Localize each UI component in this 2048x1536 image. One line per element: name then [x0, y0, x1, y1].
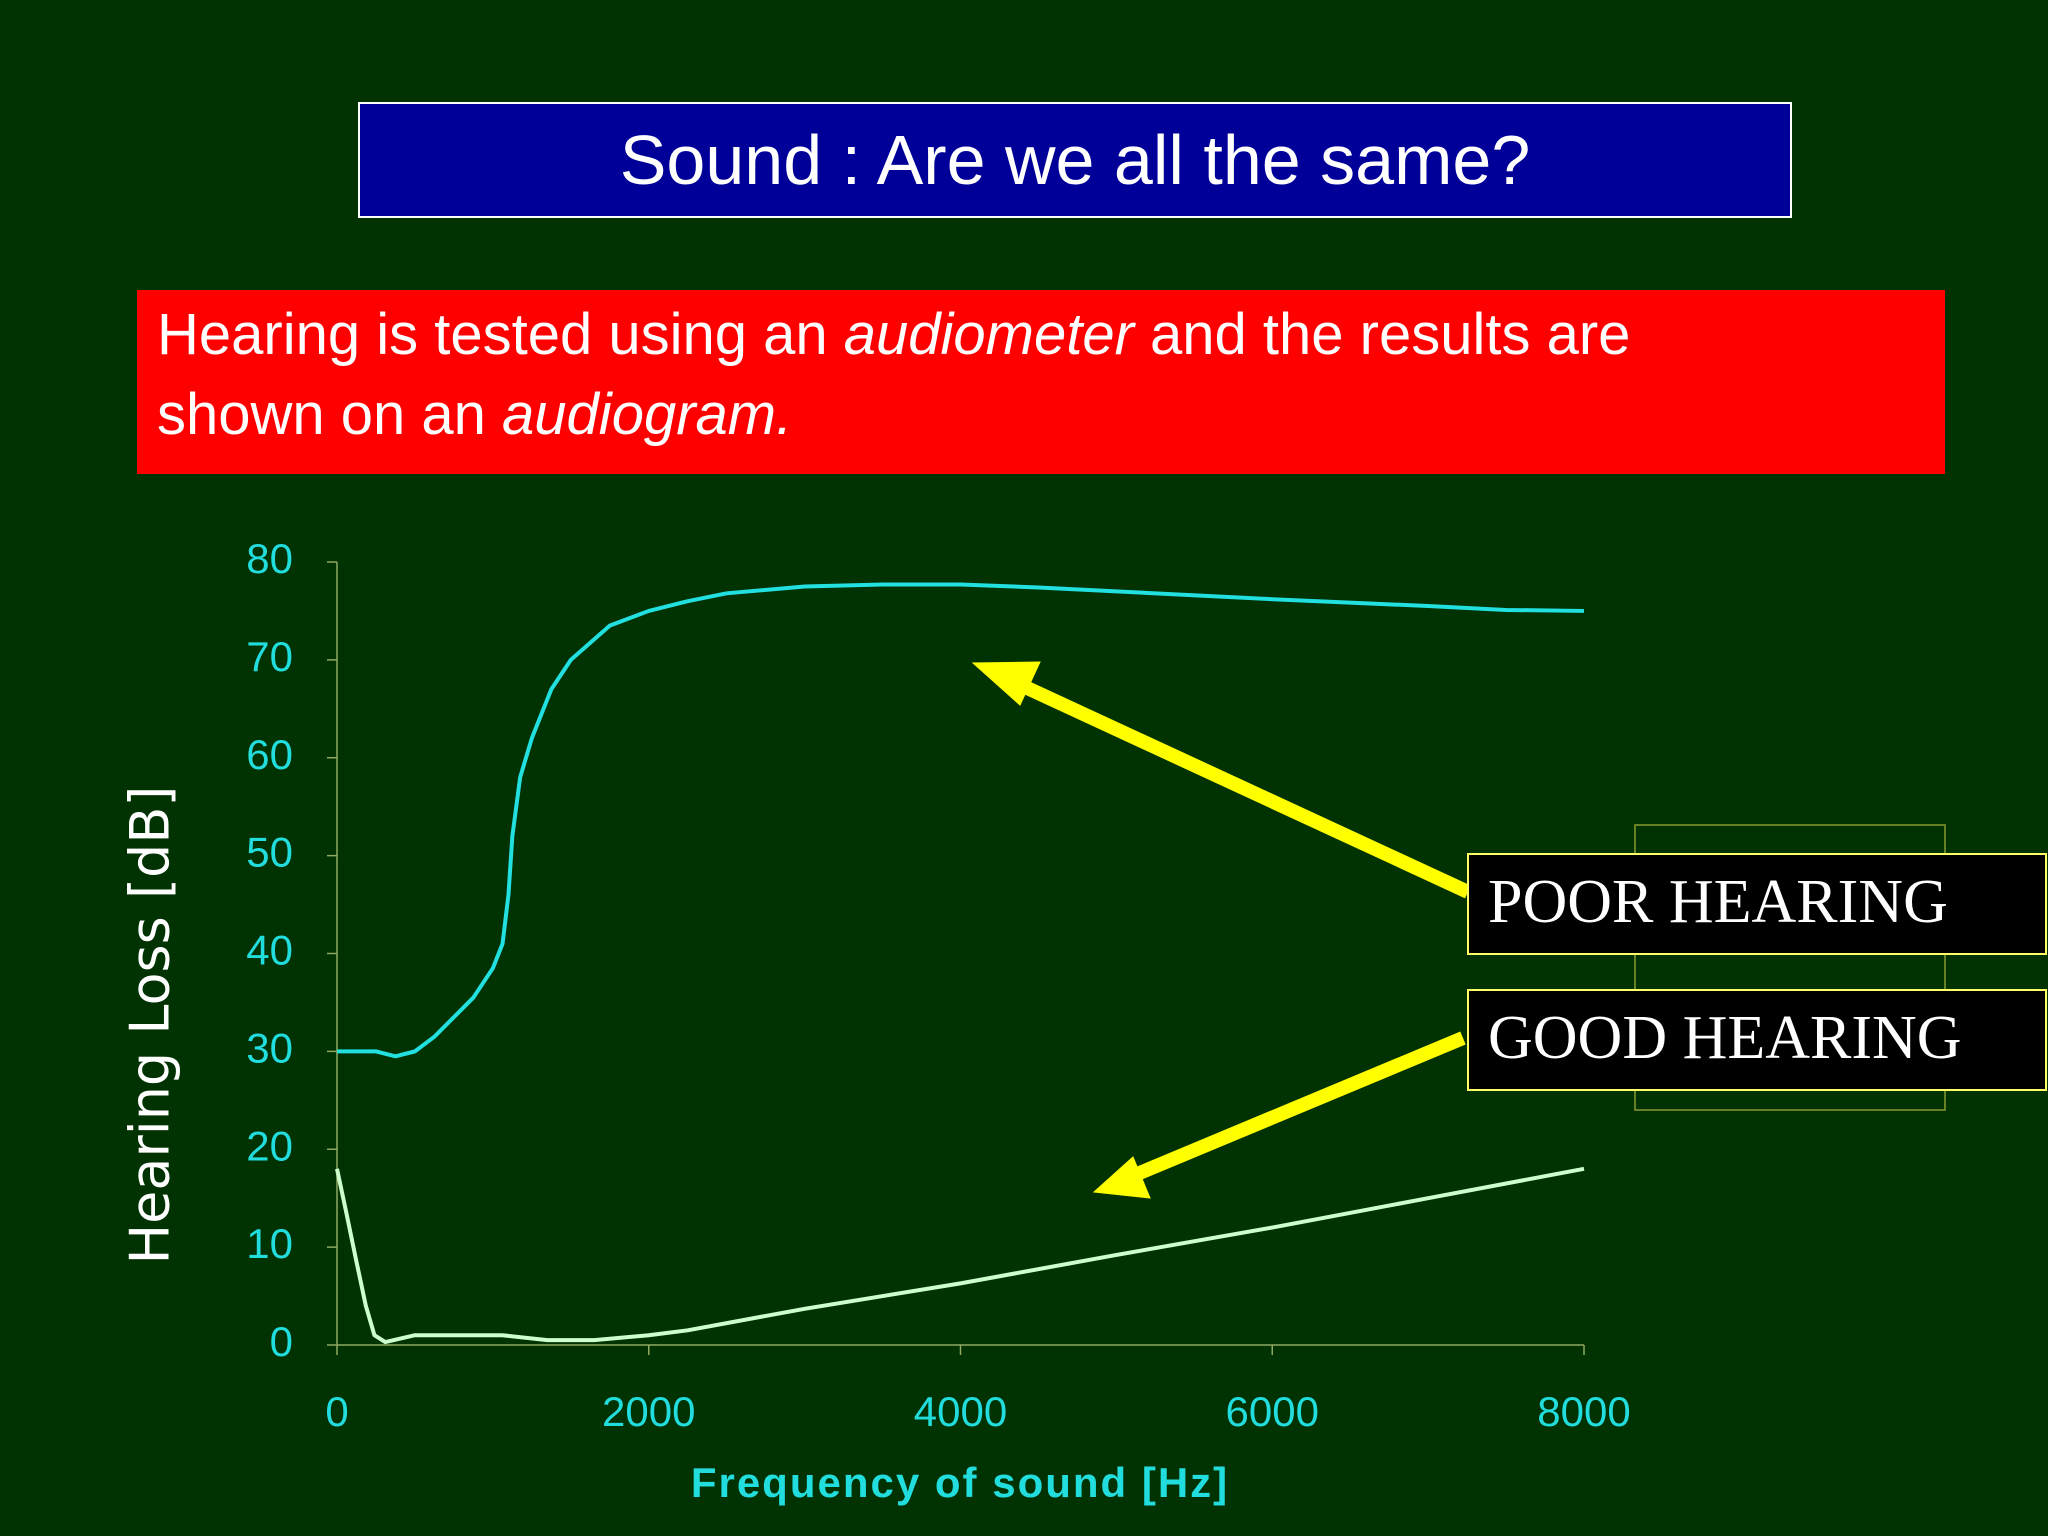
x-axis-title: Frequency of sound [Hz] — [691, 1459, 1229, 1506]
intro-line: shown on an audiogram. — [157, 380, 792, 450]
series-line — [337, 582, 1585, 1059]
intro-text: and the results are — [1133, 302, 1631, 367]
y-tick-label: 70 — [246, 633, 293, 680]
x-tick-label: 4000 — [914, 1388, 1007, 1435]
x-tick-label: 6000 — [1226, 1388, 1319, 1435]
series-line — [335, 1166, 1585, 1345]
y-tick-label: 80 — [246, 535, 293, 582]
y-tick-label: 60 — [246, 731, 293, 778]
x-tick-label: 8000 — [1537, 1388, 1630, 1435]
y-tick-label: 50 — [246, 829, 293, 876]
label-box — [1467, 853, 2047, 955]
arrow-head — [1092, 1156, 1151, 1199]
y-axis-title: Hearing Loss [dB] — [119, 786, 182, 1265]
intro-term: audiogram. — [502, 382, 793, 447]
y-tick-label: 40 — [246, 927, 293, 974]
y-tick-label: 30 — [246, 1024, 293, 1071]
series-label: GOOD HEARING — [1488, 1004, 1962, 1072]
intro-text: Hearing is tested using an — [157, 302, 844, 367]
label-box — [1467, 989, 2047, 1091]
x-tick-label: 2000 — [602, 1388, 695, 1435]
y-tick-label: 10 — [246, 1220, 293, 1267]
series-label: POOR HEARING — [1488, 868, 1948, 936]
title-box: Sound : Are we all the same? — [358, 102, 1792, 218]
intro-line: Hearing is tested using an audiometer an… — [157, 300, 1630, 370]
arrows — [971, 661, 1471, 1199]
x-tick-label: 0 — [325, 1388, 348, 1435]
arrow-shaft — [1007, 673, 1471, 899]
y-tick-label: 0 — [270, 1318, 293, 1365]
frame — [1634, 824, 1946, 1111]
arrow-shaft — [1127, 1031, 1466, 1184]
y-tick-label: 20 — [246, 1122, 293, 1169]
intro-text: shown on an — [157, 382, 503, 447]
intro-term: audiometer — [843, 302, 1134, 367]
arrow-head — [971, 661, 1041, 706]
intro-box: Hearing is tested using an audiometer an… — [137, 290, 1945, 474]
slide-title: Sound : Are we all the same? — [619, 121, 1531, 199]
